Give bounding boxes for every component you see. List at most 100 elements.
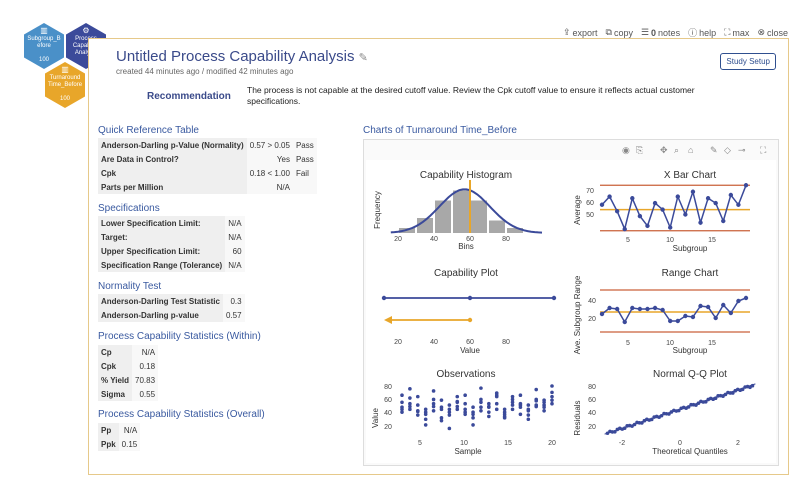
qq-xtick: 0 [678, 440, 682, 447]
observation-point [526, 408, 531, 413]
histogram-normal-curve [390, 188, 543, 234]
obs-xtick: 20 [548, 440, 556, 447]
observation-point [447, 413, 452, 417]
table-row: Ppk 0.15 [98, 437, 141, 451]
capplot-tick: 60 [466, 339, 474, 346]
spike-icon[interactable]: ⊸ [738, 145, 746, 155]
observation-point [487, 414, 491, 419]
observation-point [526, 413, 531, 417]
range-point [698, 303, 703, 309]
qq-point [605, 431, 610, 436]
help-button[interactable]: ⓘ help [688, 27, 717, 39]
histogram-bar [435, 200, 451, 233]
page-subtitle: created 44 minutes ago / modified 42 min… [116, 67, 294, 76]
range-point [599, 311, 605, 317]
qq-ytick: 60 [588, 397, 596, 404]
capplot-point [551, 295, 557, 301]
observation-point [550, 401, 554, 406]
range-series-line [601, 297, 747, 324]
qq-point [731, 391, 735, 395]
home-icon[interactable]: ⌂ [688, 145, 694, 155]
qq-point [694, 403, 698, 407]
observation-point [487, 401, 491, 406]
capplot-tick: 80 [502, 339, 510, 346]
obs-ytick: 20 [384, 424, 392, 431]
help-icon: ⓘ [688, 28, 698, 38]
capplot-xlabel: Value [460, 346, 480, 355]
qq-ytick: 20 [588, 424, 596, 431]
download-icon[interactable]: ⎘ [636, 145, 644, 155]
close-button[interactable]: ⊗ close [757, 27, 788, 38]
max-button[interactable]: ⛶ max [724, 27, 750, 38]
observation-point [408, 396, 412, 400]
obs-xtick: 10 [460, 440, 468, 447]
observation-point [479, 386, 483, 390]
charts-title: Charts of Turnaround Time_Before [363, 125, 517, 136]
histogram-bar [417, 218, 433, 233]
copy-button[interactable]: ⧉ copy [605, 27, 633, 38]
observation-point [463, 401, 467, 406]
observation-point [400, 410, 404, 414]
range-ytick: 40 [588, 298, 596, 305]
observation-point [415, 403, 420, 407]
eraser-icon[interactable]: ◇ [724, 145, 731, 155]
tool-icon: ⚙ [82, 26, 90, 35]
xbar-point [622, 226, 627, 232]
capplot-usl-point [467, 317, 473, 323]
observation-point [479, 408, 483, 413]
draw-icon[interactable]: ✎ [710, 145, 718, 155]
observation-point [550, 384, 554, 388]
pan-icon[interactable]: ✥ [660, 145, 668, 155]
range-point [645, 306, 650, 312]
range-point [668, 318, 673, 324]
range-point [614, 306, 620, 312]
camera-icon[interactable]: ◉ [622, 145, 630, 155]
fullscreen-icon[interactable]: ⛶ [760, 145, 767, 155]
range-ytick: 20 [588, 316, 596, 323]
table-row: Cp N/A [98, 345, 159, 359]
copy-icon: ⧉ [605, 27, 612, 37]
xbar-xtick: 15 [708, 237, 716, 244]
notes-icon: ☰ [640, 27, 650, 37]
histogram-title: Capability Histogram [420, 170, 512, 181]
notes-button[interactable]: ☰ 0 notes [640, 27, 681, 38]
within-table: Cp N/A Cpk 0.18 % Yield 70.83 Sigma 0.55 [98, 345, 159, 401]
observation-point [534, 397, 539, 402]
xbar-point [630, 196, 635, 201]
study-setup-button[interactable]: Study Setup [720, 53, 776, 70]
histogram-bar [489, 220, 505, 233]
overall-table: Pp N/A Ppk 0.15 [98, 423, 141, 451]
xbar-point [668, 225, 673, 230]
observation-point [479, 400, 483, 405]
observation-point [423, 410, 428, 414]
range-point [721, 302, 726, 308]
qq-point [632, 422, 637, 427]
observation-point [502, 410, 507, 414]
table-row: Parts per Million N/A [98, 180, 317, 194]
xbar-point [683, 212, 688, 217]
observation-point [455, 400, 460, 405]
xbar-series-line [601, 185, 747, 232]
qq-xtick: -2 [619, 440, 625, 447]
obs-ytick: 40 [384, 410, 392, 417]
export-button[interactable]: ⇪ export [562, 27, 598, 38]
qq-point [640, 421, 644, 425]
qq-ylabel: Residuals [573, 400, 582, 435]
observation-point [431, 397, 436, 402]
quick-reference-table: Anderson-Darling p-Value (Normality) 0.57… [98, 138, 317, 194]
hex-turnaround-before[interactable]: ▥ Turnaround Time_Before 100 [45, 62, 85, 108]
qq-point [667, 412, 671, 416]
xbar-point [705, 196, 711, 201]
observation-point [550, 394, 554, 399]
edit-icon[interactable]: ✎ [358, 52, 368, 64]
xbar-xtick: 5 [626, 237, 630, 244]
observation-point [415, 394, 420, 399]
observation-point [423, 407, 428, 412]
hex-subgroup-before[interactable]: ▥ Subgroup_B efore 100 [24, 23, 64, 69]
observation-point [542, 405, 546, 410]
qq-point [622, 426, 627, 431]
capplot-point [381, 295, 387, 301]
zoom-icon[interactable]: ⌕ [674, 145, 680, 155]
observation-point [487, 410, 491, 414]
observation-point [542, 408, 546, 413]
